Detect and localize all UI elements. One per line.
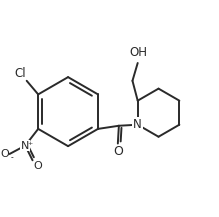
Text: N: N bbox=[133, 118, 142, 131]
Text: N: N bbox=[21, 141, 29, 151]
Text: -: - bbox=[10, 153, 13, 162]
Text: +: + bbox=[27, 141, 33, 146]
Text: O: O bbox=[33, 161, 42, 171]
Text: O: O bbox=[0, 149, 9, 159]
Text: OH: OH bbox=[130, 46, 148, 59]
Text: Cl: Cl bbox=[14, 67, 26, 80]
Text: O: O bbox=[114, 145, 124, 158]
